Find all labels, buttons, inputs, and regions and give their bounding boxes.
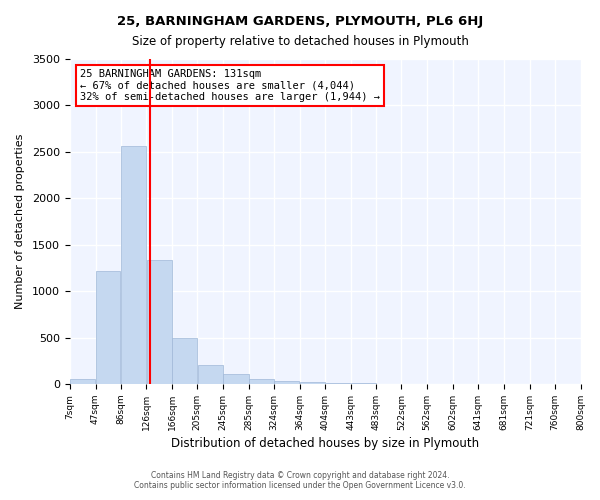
Text: Size of property relative to detached houses in Plymouth: Size of property relative to detached ho… bbox=[131, 35, 469, 48]
Bar bbox=[70, 380, 95, 384]
Bar bbox=[326, 383, 350, 384]
X-axis label: Distribution of detached houses by size in Plymouth: Distribution of detached houses by size … bbox=[171, 437, 479, 450]
Bar bbox=[146, 260, 172, 384]
Bar bbox=[249, 379, 274, 384]
Text: Contains HM Land Registry data © Crown copyright and database right 2024.
Contai: Contains HM Land Registry data © Crown c… bbox=[134, 470, 466, 490]
Bar bbox=[223, 374, 248, 384]
Y-axis label: Number of detached properties: Number of detached properties bbox=[15, 134, 25, 309]
Bar bbox=[172, 338, 197, 384]
Text: 25, BARNINGHAM GARDENS, PLYMOUTH, PL6 6HJ: 25, BARNINGHAM GARDENS, PLYMOUTH, PL6 6H… bbox=[117, 15, 483, 28]
Bar bbox=[300, 382, 325, 384]
Text: 25 BARNINGHAM GARDENS: 131sqm
← 67% of detached houses are smaller (4,044)
32% o: 25 BARNINGHAM GARDENS: 131sqm ← 67% of d… bbox=[80, 68, 380, 102]
Bar bbox=[274, 381, 299, 384]
Bar bbox=[121, 146, 146, 384]
Bar bbox=[197, 366, 223, 384]
Bar bbox=[96, 270, 121, 384]
